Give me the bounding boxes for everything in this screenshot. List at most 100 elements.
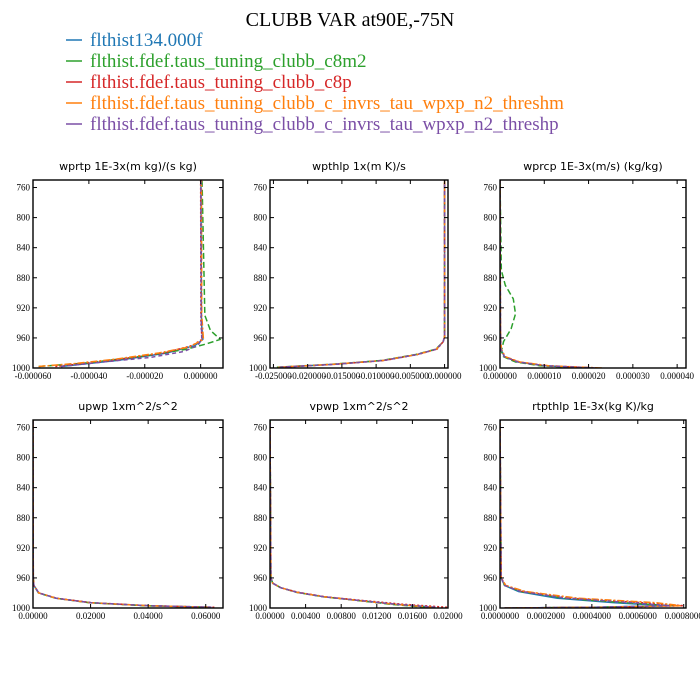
x-tick-label: -0.000040 [71, 371, 108, 381]
plot-frame [499, 419, 687, 609]
y-tick-label: 960 [17, 573, 31, 583]
plot-frame [269, 419, 449, 609]
x-tick-label: 0.000000 [428, 371, 462, 381]
y-tick-label: 840 [254, 483, 268, 493]
x-tick-label: -0.005000 [392, 371, 429, 381]
y-tick-label: 840 [254, 243, 268, 253]
legend: flthist134.000fflthist.fdef.taus_tuning_… [66, 30, 564, 135]
series-group [270, 420, 448, 608]
legend-label: flthist.fdef.taus_tuning_clubb_c8p [90, 72, 352, 93]
y-tick-label: 840 [17, 243, 31, 253]
series-group [38, 180, 221, 368]
x-tick-label: 0.0000000 [481, 611, 520, 621]
y-tick-label: 840 [17, 483, 31, 493]
y-tick-label: 800 [17, 213, 31, 223]
y-tick-label: 1000 [249, 603, 268, 613]
x-tick-label: -0.020000 [289, 371, 326, 381]
legend-label: flthist.fdef.taus_tuning_clubb_c_invrs_t… [90, 114, 559, 135]
y-tick-label: 1000 [249, 363, 268, 373]
y-tick-label: 760 [254, 183, 268, 193]
chart-panel: rtpthlp 1E-3x(kg K)/kg 760 800 840 880 920 960… [479, 400, 700, 621]
legend-entry: flthist.fdef.taus_tuning_clubb_c8p [66, 72, 352, 93]
y-tick-label: 960 [254, 573, 268, 583]
y-tick-label: 1000 [12, 363, 31, 373]
y-tick-label: 840 [484, 243, 498, 253]
series-line [500, 420, 671, 608]
chart-panel: vpwp 1xm^2/s^276080084088092096010000.00… [249, 400, 463, 621]
legend-entry: flthist134.000f [66, 30, 203, 51]
series-line [38, 180, 205, 368]
x-tick-label: 0.000020 [572, 371, 606, 381]
y-tick-label: 960 [484, 333, 498, 343]
x-tick-label: 0.0008000 [665, 611, 700, 621]
x-tick-label: 0.0006000 [619, 611, 658, 621]
x-tick-label: -0.000020 [126, 371, 163, 381]
x-tick-label: 0.000040 [660, 371, 694, 381]
series-line [270, 420, 436, 608]
plot-frame [32, 419, 224, 609]
y-tick-label: 760 [17, 423, 31, 433]
plot-frame [32, 179, 224, 369]
x-tick-label: 0.0004000 [573, 611, 612, 621]
series-line [60, 180, 203, 368]
y-tick-label: 800 [254, 213, 268, 223]
legend-label: flthist.fdef.taus_tuning_clubb_c_invrs_t… [90, 93, 564, 114]
y-tick-label: 800 [484, 213, 498, 223]
series-line [38, 180, 221, 368]
y-tick-label: 840 [484, 483, 498, 493]
y-tick-label: 960 [17, 333, 31, 343]
chart-panel: wpthlp 1x(m K)/s7608008408809209601000-0… [249, 160, 462, 381]
y-tick-label: 1000 [479, 603, 498, 613]
y-tick-label: 880 [484, 513, 498, 523]
y-tick-label: 880 [17, 513, 31, 523]
x-tick-label: 0.06000 [191, 611, 221, 621]
legend-label: flthist.fdef.taus_tuning_clubb_c8m2 [90, 51, 367, 72]
y-tick-label: 960 [254, 333, 268, 343]
y-tick-label: 880 [254, 513, 268, 523]
y-tick-label: 760 [17, 183, 31, 193]
x-tick-label: 0.00800 [327, 611, 357, 621]
x-tick-label: -0.025000 [255, 371, 292, 381]
x-tick-label: 0.000000 [483, 371, 517, 381]
panel-title: upwp 1xm^2/s^2 [78, 400, 178, 413]
main-title: CLUBB VAR at90E,-75N [246, 9, 455, 31]
x-tick-label: -0.010000 [358, 371, 395, 381]
x-tick-label: 0.000010 [527, 371, 561, 381]
y-tick-label: 760 [484, 423, 498, 433]
x-tick-label: 0.04000 [134, 611, 164, 621]
y-tick-label: 800 [484, 453, 498, 463]
panel-title: wprcp 1E-3x(m/s) (kg/kg) [523, 160, 662, 173]
series-group [500, 420, 685, 608]
series-group [276, 180, 446, 368]
x-tick-label: 0.0002000 [527, 611, 566, 621]
panel-title: rtpthlp 1E-3x(kg K)/kg [532, 400, 654, 413]
x-tick-label: 0.02000 [76, 611, 106, 621]
x-tick-label: 0.00000 [18, 611, 48, 621]
x-tick-label: -0.015000 [324, 371, 361, 381]
x-tick-label: 0.01200 [362, 611, 392, 621]
panels: wprtp 1E-3x(m kg)/(s kg) 760 800 840 880 920 9… [12, 160, 700, 621]
x-tick-label: 0.02000 [433, 611, 463, 621]
y-tick-label: 880 [254, 273, 268, 283]
y-tick-label: 1000 [12, 603, 31, 613]
legend-label: flthist134.000f [90, 30, 203, 51]
y-tick-label: 960 [484, 573, 498, 583]
panel-title: wpthlp 1x(m K)/s [312, 160, 406, 173]
y-tick-label: 880 [17, 273, 31, 283]
x-tick-label: 0.000000 [184, 371, 218, 381]
y-tick-label: 920 [484, 303, 498, 313]
series-line [500, 180, 589, 368]
chart-panel: wprtp 1E-3x(m kg)/(s kg) 760 800 840 880 920 9… [12, 160, 224, 381]
panel-title: vpwp 1xm^2/s^2 [309, 400, 408, 413]
y-tick-label: 800 [17, 453, 31, 463]
y-tick-label: 1000 [479, 363, 498, 373]
y-tick-label: 920 [17, 303, 31, 313]
x-tick-label: 0.01600 [398, 611, 428, 621]
y-tick-label: 760 [254, 423, 268, 433]
x-tick-label: 0.000030 [616, 371, 650, 381]
legend-entry: flthist.fdef.taus_tuning_clubb_c8m2 [66, 51, 367, 72]
y-tick-label: 920 [484, 543, 498, 553]
y-tick-label: 800 [254, 453, 268, 463]
y-tick-label: 760 [484, 183, 498, 193]
